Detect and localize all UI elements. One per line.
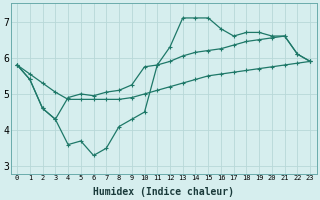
X-axis label: Humidex (Indice chaleur): Humidex (Indice chaleur) <box>93 186 234 197</box>
